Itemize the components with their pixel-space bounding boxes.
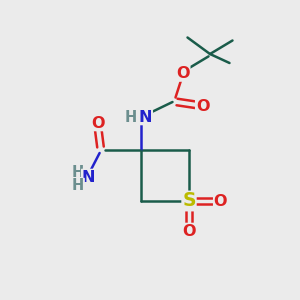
Text: H: H: [72, 165, 84, 180]
Text: H: H: [72, 178, 84, 194]
Text: O: O: [91, 116, 104, 130]
Text: O: O: [176, 66, 190, 81]
Text: N: N: [139, 110, 152, 124]
Text: O: O: [196, 99, 209, 114]
Text: N: N: [82, 169, 95, 184]
Text: O: O: [182, 224, 196, 238]
Text: H: H: [124, 110, 136, 124]
Text: O: O: [214, 194, 227, 208]
Text: S: S: [182, 191, 196, 211]
